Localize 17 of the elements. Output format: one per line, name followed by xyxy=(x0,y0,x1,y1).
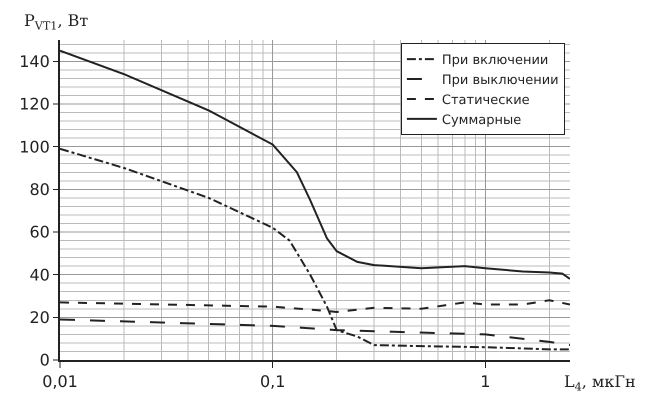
x-tick-label: 1 xyxy=(480,372,490,392)
x-axis-title: L$_{4}$, мкГн xyxy=(564,372,636,394)
y-tick-label: 40 xyxy=(29,265,50,284)
x-tick-label: 0,1 xyxy=(260,372,286,392)
y-tick-label: 120 xyxy=(19,94,50,114)
legend-label: Суммарные xyxy=(442,112,522,128)
legend-label: При выключении xyxy=(442,73,559,88)
y-tick-label: 140 xyxy=(19,52,50,71)
legend-label: При включении xyxy=(442,53,548,68)
x-tick-label: 0,01 xyxy=(42,372,78,392)
y-tick-label: 80 xyxy=(29,180,50,199)
y-tick-label: 20 xyxy=(29,308,50,327)
y-axis-title: P$_{VT1}$, Вт xyxy=(24,11,88,32)
legend-label: Статические xyxy=(442,93,530,108)
y-tick-label: 60 xyxy=(29,222,50,242)
y-tick-label: 100 xyxy=(19,137,50,156)
y-tick-label: 0 xyxy=(40,350,50,370)
